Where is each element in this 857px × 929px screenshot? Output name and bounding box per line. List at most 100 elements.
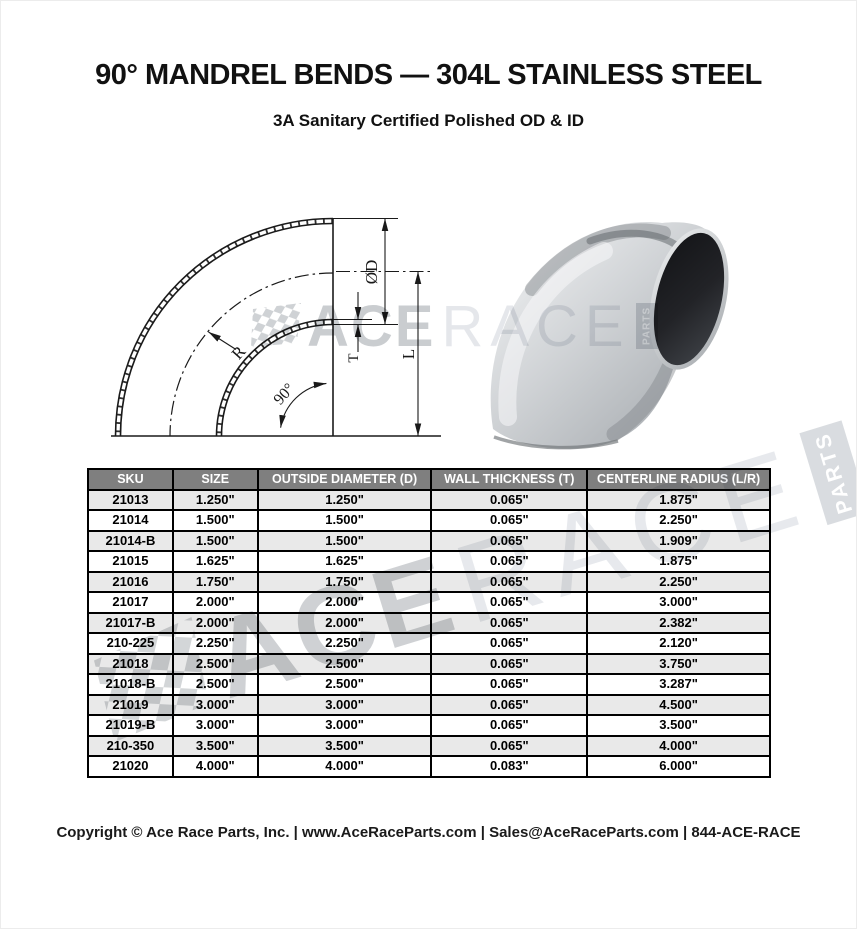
cell-outside_diameter: 4.000" — [256, 755, 433, 778]
column-header-outside-diameter: OUTSIDE DIAMETER (D) — [256, 468, 433, 491]
cell-size: 3.000" — [171, 693, 259, 716]
footer-contact-line: Copyright © Ace Race Parts, Inc. | www.A… — [56, 824, 801, 841]
cell-centerline_radius: 2.120" — [586, 632, 771, 655]
cell-sku: 21020 — [87, 755, 174, 778]
cell-centerline_radius: 3.287" — [586, 673, 771, 696]
cell-centerline_radius: 2.250" — [586, 570, 771, 593]
table-row: 21014 1.500" 1.500" 0.065" 2.250" — [87, 509, 771, 532]
spec-table: SKU SIZE OUTSIDE DIAMETER (D) WALL THICK… — [87, 468, 771, 778]
table-row: 21018 2.500" 2.500" 0.065" 3.750" — [87, 652, 771, 675]
cell-centerline_radius: 4.000" — [586, 734, 771, 757]
cell-outside_diameter: 1.750" — [256, 570, 433, 593]
header-row: SKU SIZE OUTSIDE DIAMETER (D) WALL THICK… — [87, 468, 771, 491]
cell-wall_thickness: 0.065" — [430, 673, 589, 696]
cell-wall_thickness: 0.065" — [430, 488, 589, 511]
table-row: 21017 2.000" 2.000" 0.065" 3.000" — [87, 591, 771, 614]
cell-sku: 21017-B — [87, 611, 174, 634]
spec-table-header: SKU SIZE OUTSIDE DIAMETER (D) WALL THICK… — [87, 468, 771, 491]
cell-outside_diameter: 2.500" — [256, 673, 433, 696]
cell-outside_diameter: 2.000" — [256, 611, 433, 634]
cell-outside_diameter: 3.500" — [256, 734, 433, 757]
cell-wall_thickness: 0.065" — [430, 591, 589, 614]
cell-centerline_radius: 3.750" — [586, 652, 771, 675]
cell-sku: 21019-B — [87, 714, 174, 737]
cell-size: 3.500" — [171, 734, 259, 757]
cell-centerline_radius: 3.500" — [586, 714, 771, 737]
cell-size: 1.625" — [171, 550, 259, 573]
cell-size: 1.500" — [171, 509, 259, 532]
cell-wall_thickness: 0.065" — [430, 693, 589, 716]
cell-size: 2.500" — [171, 652, 259, 675]
cell-sku: 21017 — [87, 591, 174, 614]
cell-outside_diameter: 1.250" — [256, 488, 433, 511]
cell-outside_diameter: 2.000" — [256, 591, 433, 614]
cell-outside_diameter: 1.625" — [256, 550, 433, 573]
column-header-sku: SKU — [87, 468, 174, 491]
cell-centerline_radius: 1.875" — [586, 488, 771, 511]
cell-outside_diameter: 3.000" — [256, 693, 433, 716]
dim-label-radius: R — [228, 342, 250, 364]
dim-label-thickness: T — [346, 353, 362, 362]
table-row: 21019-B 3.000" 3.000" 0.065" 3.500" — [87, 714, 771, 737]
cell-wall_thickness: 0.065" — [430, 550, 589, 573]
column-header-size: SIZE — [171, 468, 259, 491]
cell-sku: 210-350 — [87, 734, 174, 757]
cell-wall_thickness: 0.083" — [430, 755, 589, 778]
table-row: 21018-B 2.500" 2.500" 0.065" 3.287" — [87, 673, 771, 696]
cell-wall_thickness: 0.065" — [430, 509, 589, 532]
cell-sku: 21016 — [87, 570, 174, 593]
cell-outside_diameter: 1.500" — [256, 529, 433, 552]
cell-sku: 21018-B — [87, 673, 174, 696]
cell-sku: 21014-B — [87, 529, 174, 552]
table-row: 210-350 3.500" 3.500" 0.065" 4.000" — [87, 734, 771, 757]
cell-wall_thickness: 0.065" — [430, 734, 589, 757]
table-row: 21017-B 2.000" 2.000" 0.065" 2.382" — [87, 611, 771, 634]
cell-centerline_radius: 2.250" — [586, 509, 771, 532]
table-row: 21019 3.000" 3.000" 0.065" 4.500" — [87, 693, 771, 716]
table-row: 21014-B 1.500" 1.500" 0.065" 1.909" — [87, 529, 771, 552]
page-subtitle: 3A Sanitary Certified Polished OD & ID — [272, 111, 585, 130]
cell-size: 2.000" — [171, 611, 259, 634]
cell-centerline_radius: 6.000" — [586, 755, 771, 778]
cell-wall_thickness: 0.065" — [430, 611, 589, 634]
cell-centerline_radius: 2.382" — [586, 611, 771, 634]
dim-label-angle: 90° — [271, 380, 299, 408]
table-row: 210-225 2.250" 2.250" 0.065" 2.120" — [87, 632, 771, 655]
cell-sku: 21014 — [87, 509, 174, 532]
cell-centerline_radius: 4.500" — [586, 693, 771, 716]
watermark-brand-tab: PARTS — [799, 420, 856, 526]
dim-label-length: L — [399, 349, 418, 359]
cell-centerline_radius: 1.909" — [586, 529, 771, 552]
cell-outside_diameter: 3.000" — [256, 714, 433, 737]
cell-sku: 21013 — [87, 488, 174, 511]
cell-wall_thickness: 0.065" — [430, 652, 589, 675]
cell-wall_thickness: 0.065" — [430, 714, 589, 737]
page-title: 90° MANDREL BENDS — 304L STAINLESS STEEL — [95, 59, 762, 91]
cell-outside_diameter: 2.500" — [256, 652, 433, 675]
cell-centerline_radius: 3.000" — [586, 591, 771, 614]
elbow-product-photo — [490, 222, 729, 450]
spec-table-body: 21013 1.250" 1.250" 0.065" 1.875" 21014 1.500"… — [87, 488, 771, 778]
table-row: 21020 4.000" 4.000" 0.083" 6.000" — [87, 755, 771, 778]
cell-size: 1.500" — [171, 529, 259, 552]
cell-size: 3.000" — [171, 714, 259, 737]
cell-wall_thickness: 0.065" — [430, 529, 589, 552]
table-row: 21015 1.625" 1.625" 0.065" 1.875" — [87, 550, 771, 573]
cell-outside_diameter: 2.250" — [256, 632, 433, 655]
cell-wall_thickness: 0.065" — [430, 632, 589, 655]
cell-sku: 21018 — [87, 652, 174, 675]
column-header-wall-thickness: WALL THICKNESS (T) — [430, 468, 589, 491]
cell-outside_diameter: 1.500" — [256, 509, 433, 532]
cell-size: 1.750" — [171, 570, 259, 593]
cell-centerline_radius: 1.875" — [586, 550, 771, 573]
cell-wall_thickness: 0.065" — [430, 570, 589, 593]
cell-sku: 21015 — [87, 550, 174, 573]
cell-size: 4.000" — [171, 755, 259, 778]
cell-sku: 210-225 — [87, 632, 174, 655]
cell-size: 1.250" — [171, 488, 259, 511]
table-row: 21013 1.250" 1.250" 0.065" 1.875" — [87, 488, 771, 511]
cell-size: 2.250" — [171, 632, 259, 655]
cell-size: 2.000" — [171, 591, 259, 614]
cell-size: 2.500" — [171, 673, 259, 696]
